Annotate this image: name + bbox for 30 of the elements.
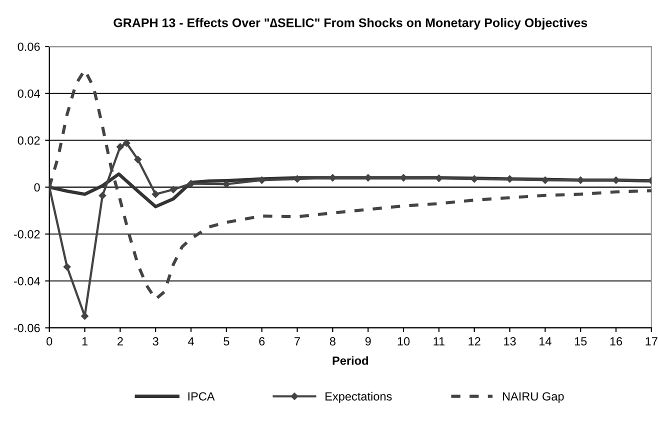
x-tick-label: 10 bbox=[398, 337, 410, 346]
legend-label: IPCA bbox=[188, 392, 215, 401]
x-tick-label: 12 bbox=[468, 337, 480, 346]
y-tick-label: -0.02 bbox=[14, 230, 40, 238]
x-tick-label: 6 bbox=[259, 337, 265, 346]
y-tick-label: 0.06 bbox=[18, 42, 40, 51]
x-tick-label: 17 bbox=[646, 337, 658, 346]
x-tick-label: 2 bbox=[117, 337, 123, 346]
y-tick-label: 0.02 bbox=[18, 136, 40, 145]
x-tick-label: 11 bbox=[434, 337, 444, 346]
y-tick-label: -0.04 bbox=[14, 276, 40, 286]
x-tick-label: 1 bbox=[82, 337, 88, 346]
legend-label: Expectations bbox=[326, 392, 392, 403]
x-tick-label: 0 bbox=[46, 337, 52, 346]
x-tick-label: 9 bbox=[365, 337, 371, 346]
x-tick-label: 14 bbox=[540, 337, 552, 346]
x-tick-label: 5 bbox=[224, 337, 230, 346]
x-tick-label: 13 bbox=[504, 337, 516, 346]
x-tick-label: 7 bbox=[294, 337, 300, 346]
y-tick-label: -0.06 bbox=[14, 324, 40, 332]
x-tick-label: 15 bbox=[574, 337, 587, 346]
x-tick-label: 16 bbox=[610, 337, 622, 346]
x-tick-label: 3 bbox=[152, 337, 158, 346]
legend-label: NAIRU Gap bbox=[502, 392, 564, 403]
y-tick-label: 0 bbox=[34, 183, 40, 192]
x-axis-title: Period bbox=[332, 356, 368, 365]
x-tick-label: 8 bbox=[330, 337, 336, 346]
x-tick-label: 4 bbox=[188, 337, 194, 346]
y-tick-label: 0.04 bbox=[18, 89, 40, 98]
chart-title: GRAPH 13 - Effects Over "∆SELIC" From Shocks on Monetary Policy Objectives bbox=[114, 18, 588, 30]
